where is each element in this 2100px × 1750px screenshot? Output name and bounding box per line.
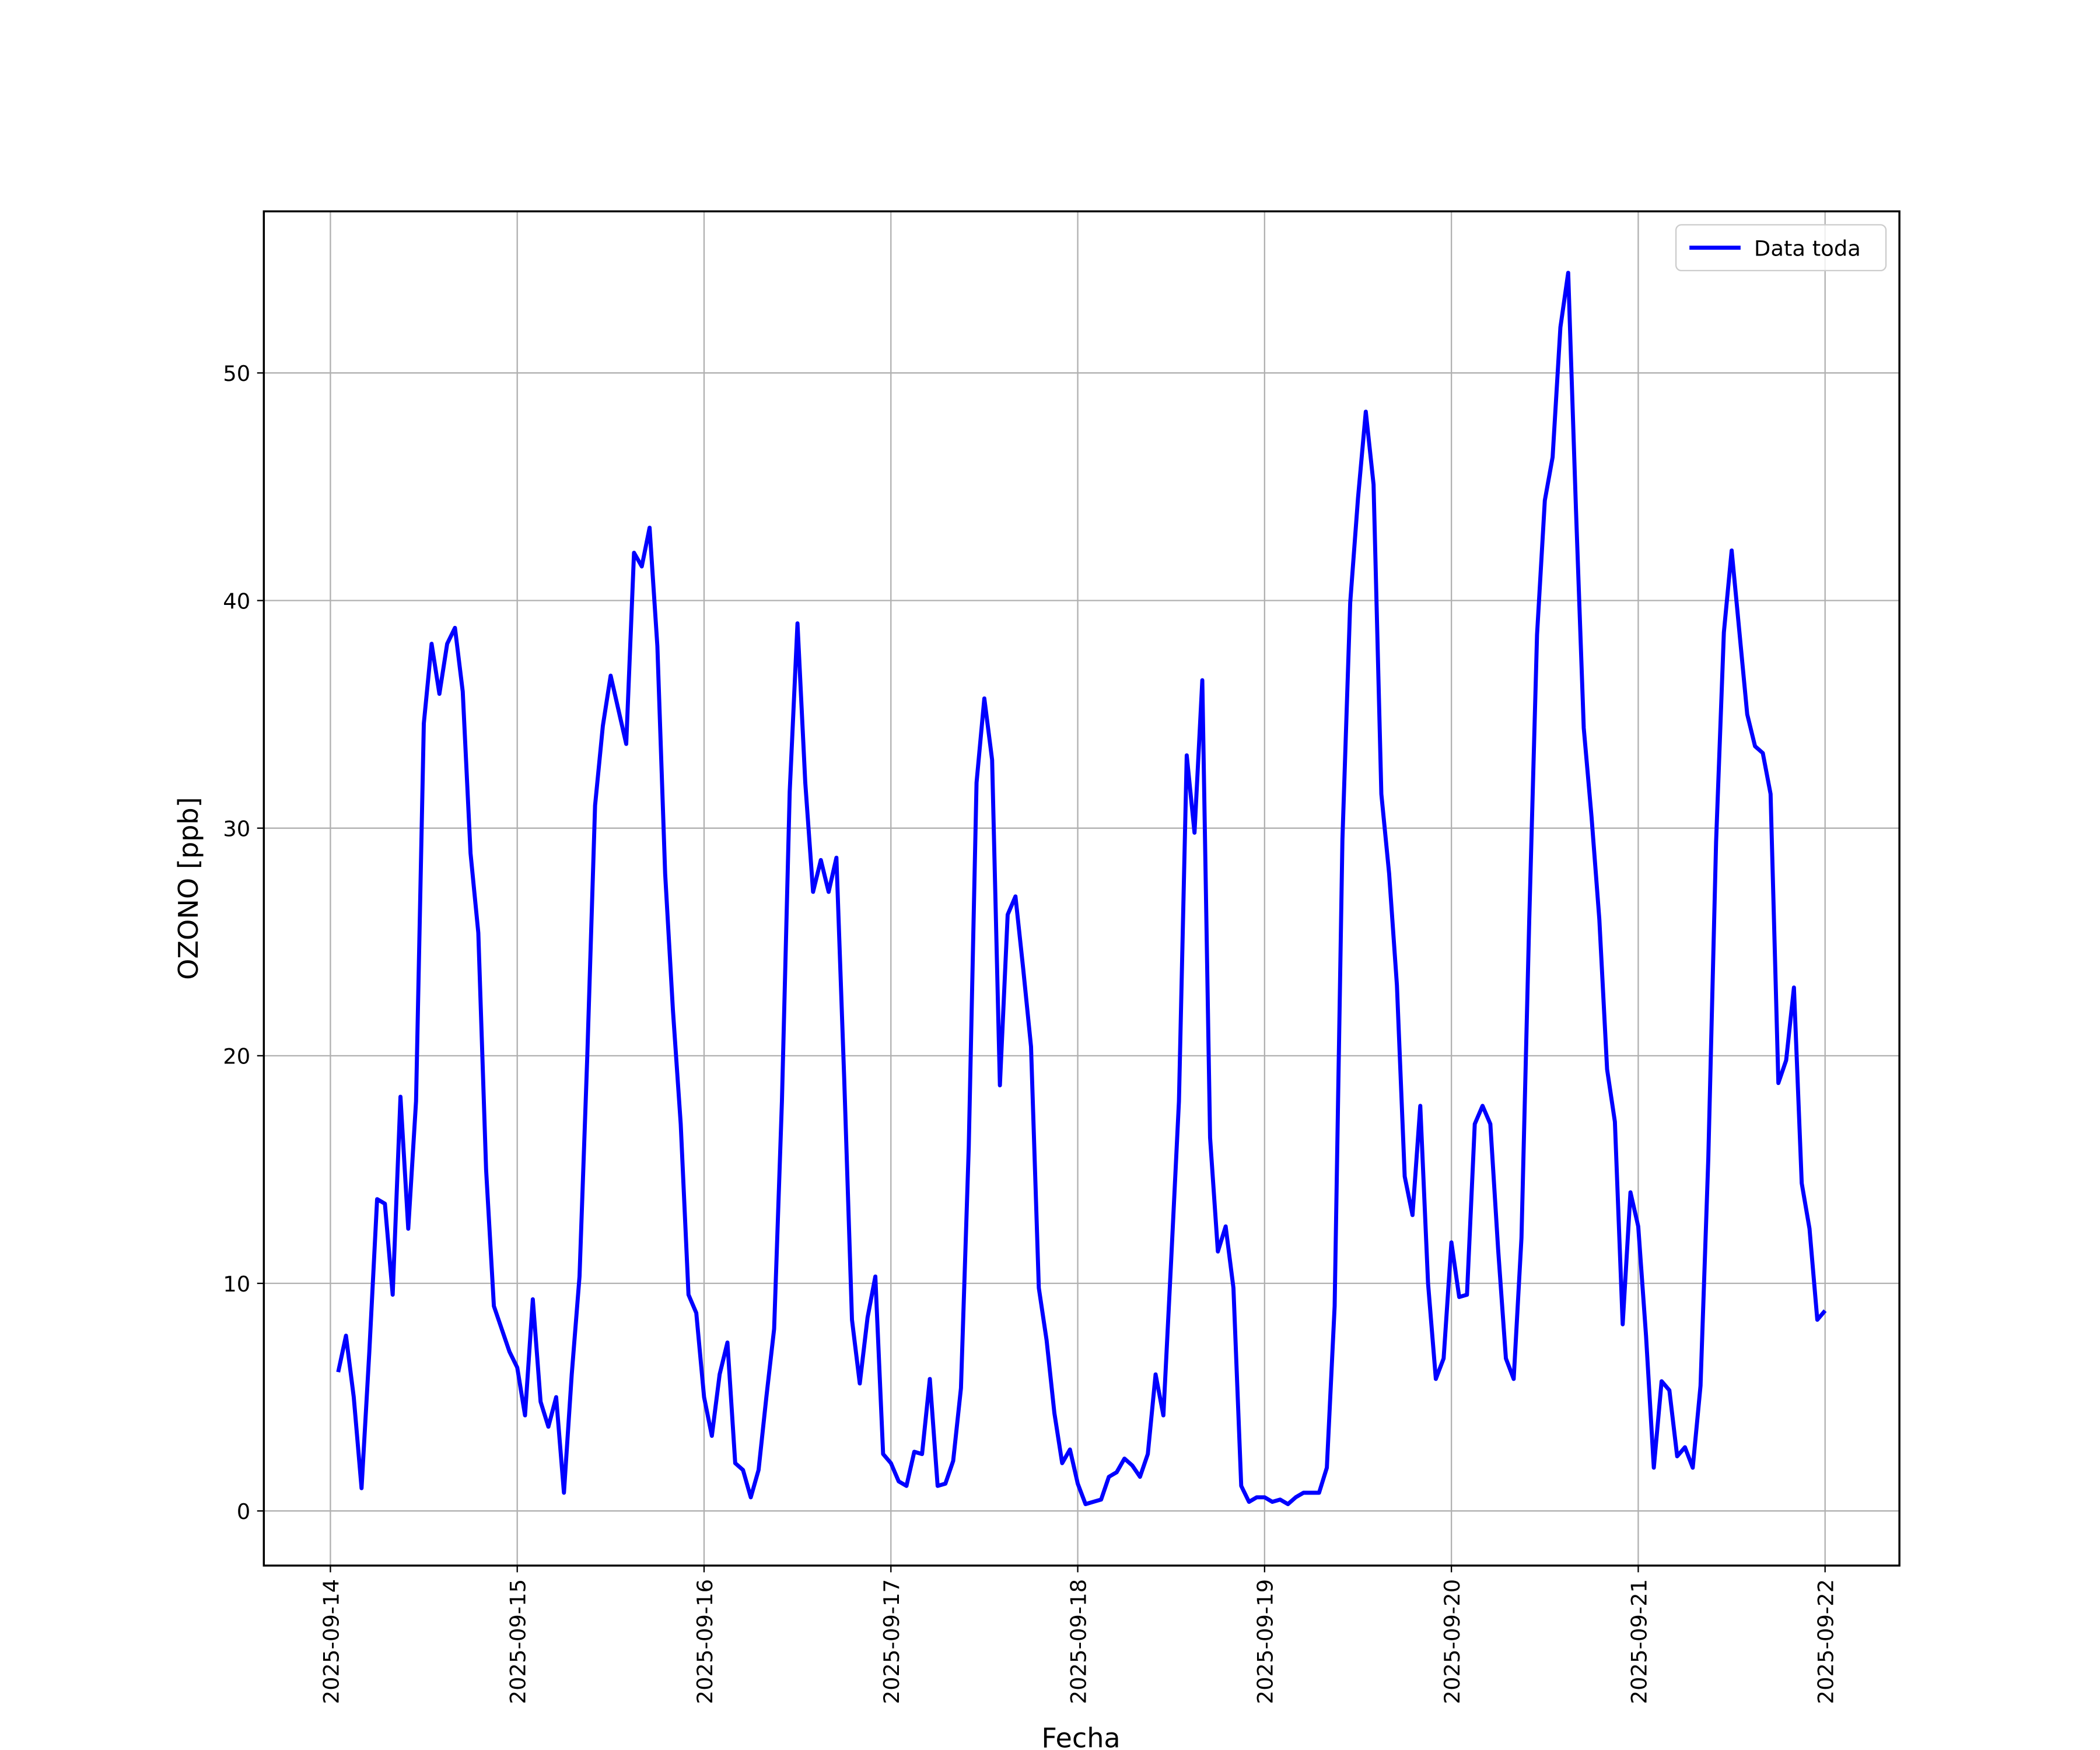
x-axis-label: Fecha [1041,1722,1120,1750]
x-tick-label: 2025-09-14 [318,1579,344,1704]
data-line [336,271,1827,1506]
x-tick-label: 2025-09-16 [692,1579,718,1704]
legend-box [1675,224,1887,271]
x-tick-label: 2025-09-17 [879,1579,904,1704]
x-tick-label: 2025-09-20 [1440,1579,1465,1704]
x-tick-label: 2025-09-21 [1626,1579,1651,1704]
y-axis-label: OZONO [ppb] [173,797,204,980]
y-tick-label: 0 [237,1499,250,1524]
x-tick-label: 2025-09-15 [506,1579,531,1704]
legend-label: Data toda [1754,236,1861,261]
y-tick-label: 10 [223,1272,250,1297]
y-tick-label: 50 [223,361,250,386]
plot-frame [262,210,1901,1567]
x-tick-label: 2025-09-22 [1814,1579,1839,1704]
x-tick-label: 2025-09-19 [1253,1579,1278,1704]
y-tick-label: 30 [223,817,250,842]
x-tick-label: 2025-09-18 [1066,1579,1091,1704]
y-tick-label: 40 [223,589,250,614]
y-tick-label: 20 [223,1044,250,1069]
